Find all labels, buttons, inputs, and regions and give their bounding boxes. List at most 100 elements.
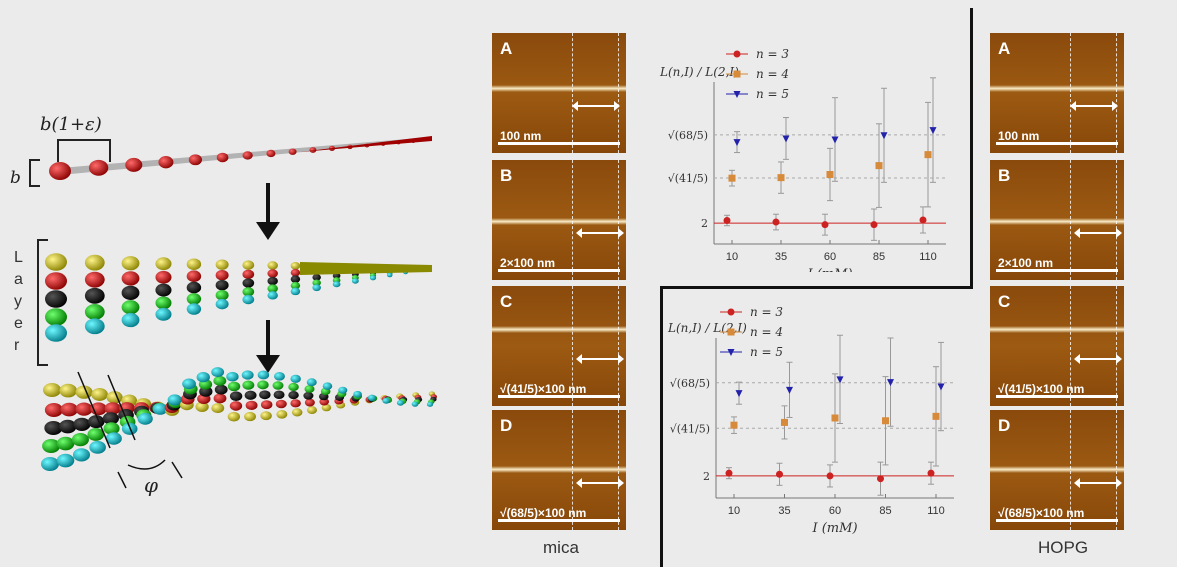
chain-bead [386,272,393,278]
chain-bead [125,157,143,172]
chain-bead [332,281,341,288]
chain-bead [426,401,434,407]
length-arrow-icon [576,354,624,364]
chain-bead [306,378,317,387]
chain-bead [44,421,63,435]
chain-bead [288,382,299,392]
guide-line [618,33,619,153]
chain-bead [41,457,60,471]
chain-bead [121,285,140,300]
chain-bead [211,367,225,378]
length-arrow-icon [1070,101,1118,111]
data-point [831,414,839,422]
length-arrow-icon [576,228,624,238]
scale-bar [996,395,1118,398]
chain-bead [367,394,377,402]
chain-bead [312,284,321,292]
chain-bead [186,303,202,315]
ratio-chart-top: 2 √(41/5) √(68/5) 10 35 60 85 110 I (mM) L(n,I) /… [659,47,946,272]
data-point [875,162,883,170]
chain-bead [43,383,61,397]
chain-bead [244,411,256,422]
bond-label: b(1+ε) [40,114,102,135]
guide-line [1070,410,1071,530]
chain-bead [411,401,419,407]
y-axis-label: L(n,I) / L(2,I) [667,321,747,335]
chain-bead [267,276,278,286]
data-point [927,469,935,477]
data-point [777,174,785,182]
single-chain [49,136,432,181]
data-point [733,139,741,147]
layered-chain [45,253,432,342]
data-point [728,174,736,182]
chain-bead [186,281,202,294]
phi-label: φ [144,473,158,497]
scale-label: 2×100 nm [500,256,556,270]
scale-label: √(68/5)×100 nm [500,506,587,520]
chain-bead [244,390,257,400]
layer-letter: e [14,315,23,332]
chain-bead [186,270,202,282]
panel-letter: A [998,39,1011,58]
chain-bead [186,293,202,305]
length-arrow-icon [1074,478,1122,488]
chain-bead [105,432,122,445]
legend-entry: n = 3 [756,47,789,61]
data-point [929,127,937,135]
chain-bead [267,291,278,300]
chain-bead [257,370,270,380]
chain-bead [167,394,182,406]
chain-bead [267,269,278,278]
chain-bead [121,300,140,315]
chain-bead [49,161,71,181]
guide-line [1116,286,1117,406]
chain-bead [245,400,258,410]
x-tick-label: 60 [829,505,841,517]
data-point [776,470,783,478]
chain-bead [42,439,61,453]
panel-letter: A [500,39,513,58]
chain-bead [155,283,172,297]
b-bracket [29,159,40,187]
chain-bead [155,296,172,310]
chain-bead [242,269,255,279]
chain-bead [351,278,359,284]
dna-strand [990,466,1124,473]
legend-entry: n = 5 [756,87,789,101]
afm-panel-a: A 100 nm [492,33,626,153]
chain-bead [195,401,209,412]
data-point [725,469,733,477]
data-point [882,417,889,425]
chain-bead [84,287,105,304]
chain-bead [152,403,168,415]
chain-bead [84,271,105,288]
chain-bead [242,278,255,288]
scale-label: 2×100 nm [998,256,1054,270]
chain-bead [71,432,89,447]
chain-bead [227,381,241,392]
chain-bead [216,152,229,163]
data-point [772,218,780,226]
layer-letter: a [14,271,23,288]
chain-bead [290,262,301,270]
data-point [786,386,793,394]
data-point [821,221,829,229]
chain-bead [290,275,301,283]
chain-bead [369,275,377,281]
scale-label: 100 nm [500,129,542,143]
x-tick-label: 10 [728,505,740,517]
chain-bead [242,294,255,305]
data-point [735,390,743,398]
y-tick-label: √(68/5) [670,377,710,390]
divider-vertical-bottom [660,286,663,567]
chain-bead [211,403,225,414]
chain-bead [45,272,67,290]
chain-bead [196,372,210,383]
data-point [831,136,839,144]
scale-label: √(41/5)×100 nm [998,382,1085,396]
data-point [826,170,834,178]
scale-label: √(68/5)×100 nm [998,506,1085,520]
chain-bead [266,149,276,158]
layer-bracket [37,239,48,366]
